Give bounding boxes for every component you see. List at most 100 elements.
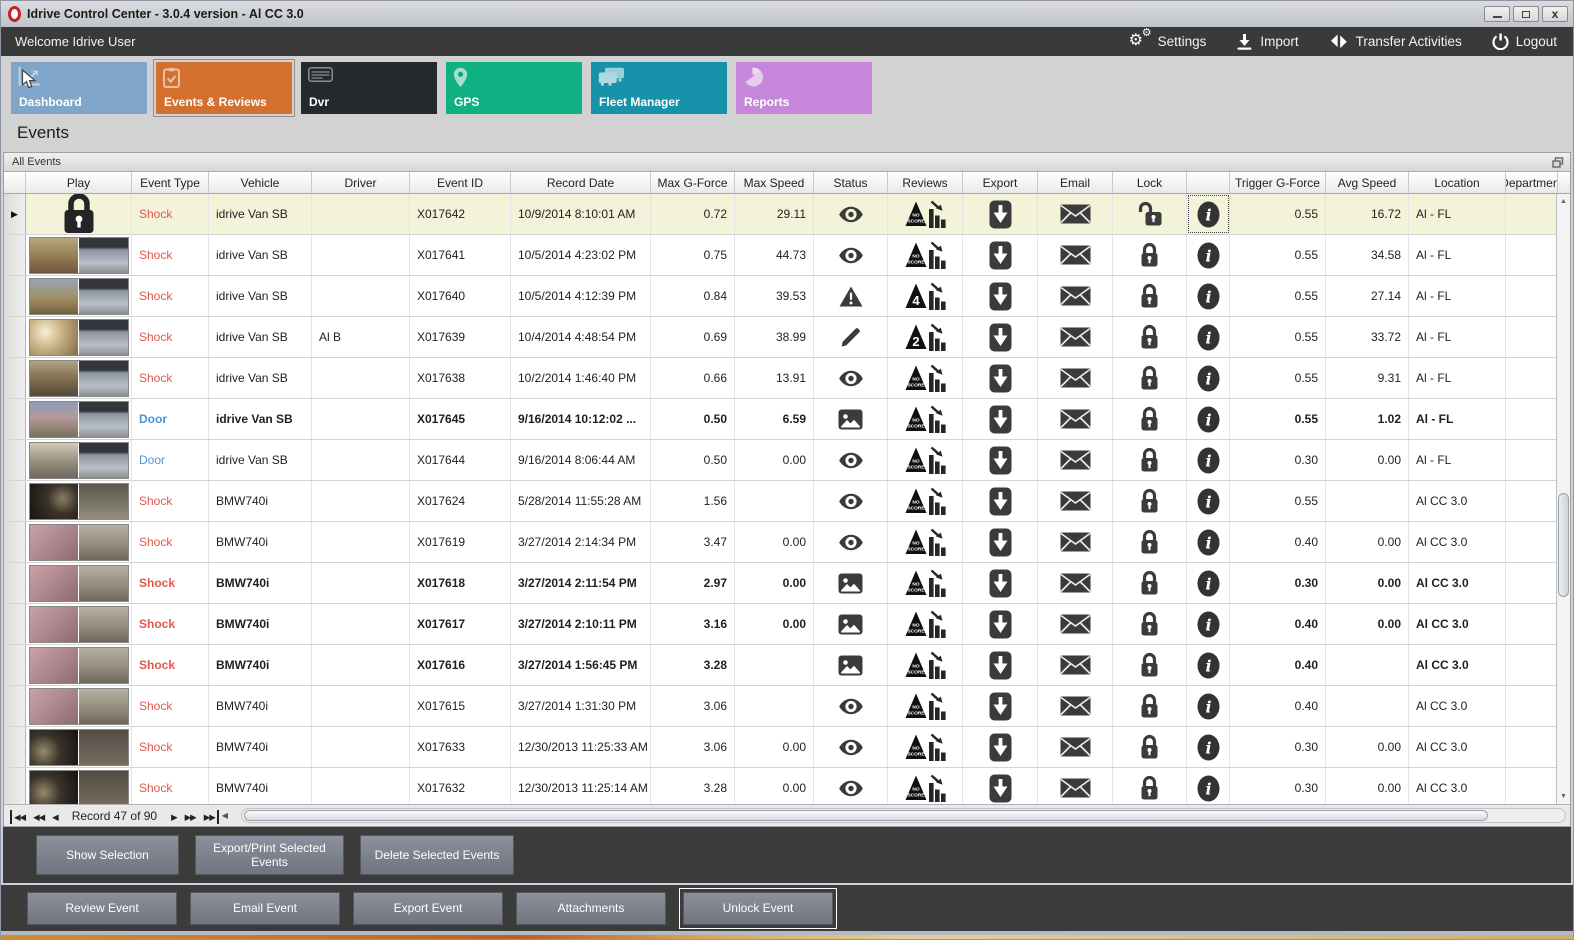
review-score-icon[interactable]: NO SCORE [904, 446, 946, 474]
event-thumbnail[interactable] [28, 318, 129, 356]
snapshot-icon[interactable] [838, 614, 863, 635]
column-header-event-id[interactable]: Event ID [410, 172, 511, 193]
eye-icon[interactable] [838, 370, 864, 387]
review-score-icon[interactable]: NO SCORE [904, 200, 946, 228]
export-icon[interactable] [989, 323, 1012, 352]
column-header-gutter[interactable] [4, 172, 26, 193]
locked-icon[interactable] [1139, 283, 1160, 309]
export-icon[interactable] [989, 651, 1012, 680]
event-row[interactable]: Shock idrive Van SB X017638 10/2/2014 1:46:… [4, 358, 1558, 399]
review-score-icon[interactable]: 4 [904, 282, 946, 310]
email-icon[interactable] [1059, 491, 1091, 511]
review-score-icon[interactable]: NO SCORE [904, 528, 946, 556]
email-icon[interactable] [1059, 409, 1091, 429]
column-header-max-g-force[interactable]: Max G-Force [651, 172, 735, 193]
event-row[interactable]: Shock BMW740i X017633 12/30/2013 11:25:33 A… [4, 727, 1558, 768]
info-icon[interactable]: i [1197, 488, 1220, 515]
email-icon[interactable] [1059, 696, 1091, 716]
export-icon[interactable] [989, 487, 1012, 516]
info-icon[interactable]: i [1197, 406, 1220, 433]
nav-first-button[interactable]: ◀◀ [10, 809, 30, 824]
event-row[interactable]: Shock BMW740i X017617 3/27/2014 2:10:11 PM 3… [4, 604, 1558, 645]
review-score-icon[interactable]: NO SCORE [904, 692, 946, 720]
locked-icon[interactable] [1139, 242, 1160, 268]
export-icon[interactable] [989, 405, 1012, 434]
event-row[interactable]: Shock BMW740i X017632 12/30/2013 11:25:14 A… [4, 768, 1558, 804]
vertical-scrollbar-thumb[interactable] [1558, 492, 1569, 597]
nav-next-button[interactable]: ▶ [171, 811, 178, 822]
hscroll-left-icon[interactable]: ◀ [221, 811, 228, 820]
email-icon[interactable] [1059, 286, 1091, 306]
nav-prev-button[interactable]: ◀ [52, 811, 59, 822]
info-icon[interactable]: i [1197, 242, 1220, 269]
eye-icon[interactable] [838, 452, 864, 469]
eye-icon[interactable] [838, 493, 864, 510]
info-icon[interactable]: i [1197, 365, 1220, 392]
export-icon[interactable] [989, 200, 1012, 229]
info-icon[interactable]: i [1197, 529, 1220, 556]
attachments-button[interactable]: Attachments [516, 891, 666, 925]
event-row[interactable]: Door idrive Van SB X017644 9/16/2014 8:06:4… [4, 440, 1558, 481]
email-event-button[interactable]: Email Event [190, 891, 340, 925]
column-header-status[interactable]: Status [814, 172, 888, 193]
column-header-max-speed[interactable]: Max Speed [735, 172, 814, 193]
locked-icon[interactable] [1139, 406, 1160, 432]
column-header-vehicle[interactable]: Vehicle [209, 172, 312, 193]
email-icon[interactable] [1059, 532, 1091, 552]
column-header-reviews[interactable]: Reviews [888, 172, 963, 193]
menu-item-import[interactable]: Import [1236, 32, 1299, 52]
review-event-button[interactable]: Review Event [27, 891, 177, 925]
column-header-trigger-g-force[interactable]: Trigger G-Force [1230, 172, 1326, 193]
event-row[interactable]: Shock BMW740i X017624 5/28/2014 11:55:28 AM… [4, 481, 1558, 522]
column-header-export[interactable]: Export [963, 172, 1038, 193]
delete-selected-events-button[interactable]: Delete Selected Events [360, 835, 514, 875]
tab-reports[interactable]: Reports [736, 62, 872, 114]
info-icon[interactable]: i [1197, 283, 1220, 310]
column-header-email[interactable]: Email [1038, 172, 1113, 193]
info-icon[interactable]: i [1197, 570, 1220, 597]
column-header-event-type[interactable]: Event Type [132, 172, 209, 193]
scroll-down-icon[interactable]: ▼ [1560, 793, 1567, 800]
info-icon[interactable]: i [1197, 611, 1220, 638]
review-score-icon[interactable]: 2 [904, 323, 946, 351]
eye-icon[interactable] [838, 247, 864, 264]
locked-icon[interactable] [1139, 529, 1160, 555]
event-row[interactable]: Shock BMW740i X017618 3/27/2014 2:11:54 PM 2… [4, 563, 1558, 604]
info-icon[interactable]: i [1197, 324, 1220, 351]
tab-gps[interactable]: GPS [446, 62, 582, 114]
review-score-icon[interactable]: NO SCORE [904, 241, 946, 269]
event-thumbnail[interactable] [28, 236, 129, 274]
minimize-button[interactable] [1484, 6, 1510, 22]
locked-icon[interactable] [1139, 324, 1160, 350]
locked-icon[interactable] [1139, 775, 1160, 801]
info-icon[interactable]: i [1197, 201, 1220, 228]
nav-last-button[interactable]: ▶▶ [199, 809, 219, 824]
export-icon[interactable] [989, 528, 1012, 557]
snapshot-icon[interactable] [838, 573, 863, 594]
menu-item-logout[interactable]: Logout [1492, 32, 1557, 52]
show-selection-button[interactable]: Show Selection [36, 835, 179, 875]
column-header-record-date[interactable]: Record Date [511, 172, 651, 193]
column-header-lock[interactable]: Lock [1113, 172, 1187, 193]
horizontal-scrollbar-thumb[interactable] [243, 810, 1488, 821]
locked-icon[interactable] [1139, 734, 1160, 760]
close-button[interactable]: x [1542, 6, 1568, 22]
email-icon[interactable] [1059, 450, 1091, 470]
vertical-scrollbar[interactable]: ▲ ▼ [1556, 194, 1570, 804]
column-header-location[interactable]: Location [1409, 172, 1506, 193]
menu-item-settings[interactable]: ⚙ ⚙ Settings [1129, 27, 1207, 52]
locked-icon[interactable] [1139, 693, 1160, 719]
review-score-icon[interactable]: NO SCORE [904, 733, 946, 761]
nav-next-fast-button[interactable]: ▶▶ [184, 811, 197, 822]
info-icon[interactable]: i [1197, 775, 1220, 802]
event-row[interactable]: Door idrive Van SB X017645 9/16/2014 10:12:… [4, 399, 1558, 440]
review-score-icon[interactable]: NO SCORE [904, 569, 946, 597]
email-icon[interactable] [1059, 245, 1091, 265]
tab-dashboard[interactable]: Dashboard [11, 62, 147, 114]
locked-icon[interactable] [1139, 488, 1160, 514]
horizontal-scrollbar[interactable] [240, 808, 1566, 823]
review-score-icon[interactable]: NO SCORE [904, 364, 946, 392]
event-row[interactable]: ▶ Shock idrive Van SB X017642 10/9/2014 8:10… [4, 194, 1558, 235]
eye-icon[interactable] [838, 698, 864, 715]
locked-icon[interactable] [1139, 611, 1160, 637]
